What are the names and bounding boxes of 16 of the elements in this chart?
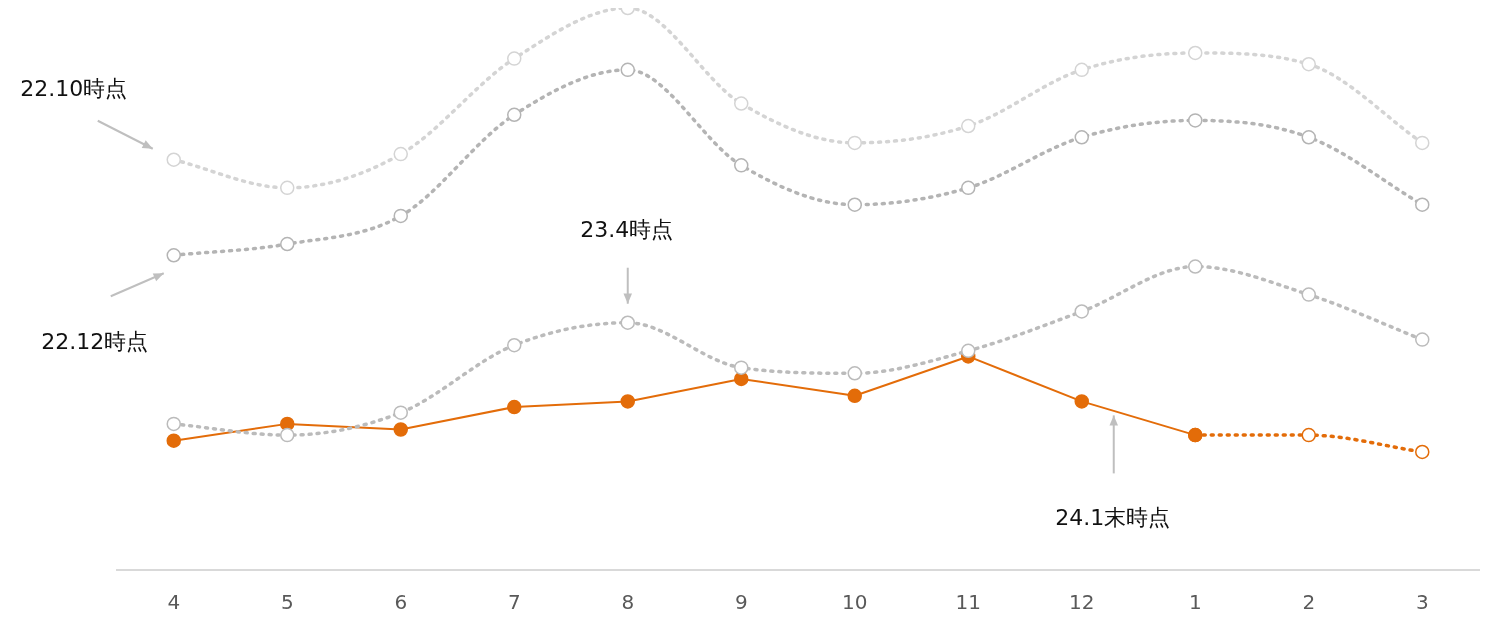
x-tick-label: 5 — [280, 590, 294, 615]
x-tick-label: 12 — [1069, 590, 1095, 615]
x-tick-label: 4 — [167, 590, 181, 615]
annotation: 24.1末時点 — [1055, 505, 1171, 531]
x-tick-label: 8 — [621, 590, 635, 615]
x-tick-label: 1 — [1188, 590, 1202, 615]
x-tick-label: 6 — [394, 590, 408, 615]
x-tick-label: 3 — [1415, 590, 1429, 615]
x-tick-label: 2 — [1302, 590, 1316, 615]
x-tick-label: 9 — [734, 590, 748, 615]
annotation: 22.10時点 — [20, 76, 128, 102]
annotation: 22.12時点 — [41, 329, 149, 354]
x-tick-label: 11 — [955, 590, 981, 615]
annotation: 23.4時点 — [580, 217, 674, 243]
x-tick-label: 7 — [507, 590, 521, 615]
x-tick-label: 10 — [842, 590, 868, 615]
